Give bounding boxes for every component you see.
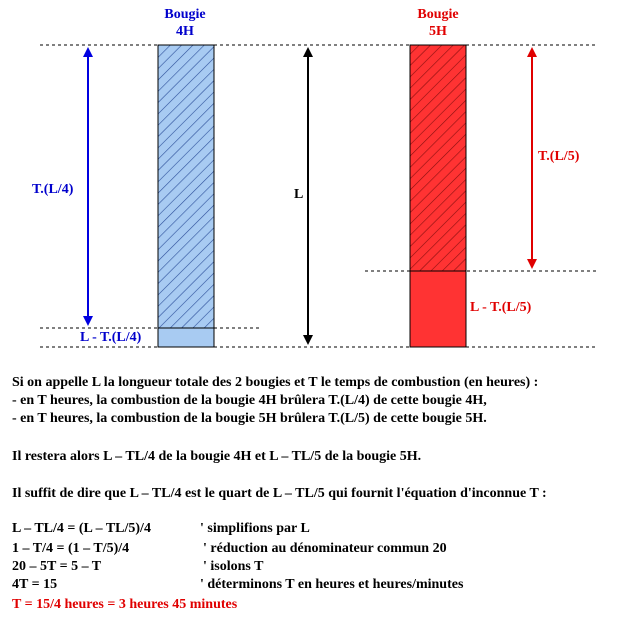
candle-remaining (409, 270, 467, 348)
text-line: Il suffit de dire que L – TL/4 est le qu… (12, 486, 547, 501)
arrow-label: T.(L/5) (538, 149, 580, 164)
candle-burned (157, 44, 215, 329)
equation: 4T = 15 (12, 577, 57, 592)
equation-comment: ' simplifions par L (200, 521, 310, 536)
text-line: - en T heures, la combustion de la bougi… (12, 393, 487, 408)
candle-title: 5H (429, 24, 447, 39)
candle-remaining (157, 327, 215, 348)
arrow-label: L - T.(L/4) (80, 330, 142, 345)
candle-title: Bougie (164, 7, 205, 22)
arrow-label: L (294, 187, 303, 202)
candle-title: Bougie (417, 7, 458, 22)
equation-comment: ' réduction au dénominateur commun 20 (203, 541, 447, 556)
text-line: - en T heures, la combustion de la bougi… (12, 411, 487, 426)
candle-burned (409, 44, 467, 272)
arrow-label: L - T.(L/5) (470, 300, 532, 315)
text-line: Si on appelle L la longueur totale des 2… (12, 375, 538, 390)
equation-comment: ' déterminons T en heures et heures/minu… (200, 577, 464, 592)
equation: 20 – 5T = 5 – T (12, 559, 102, 574)
result: T = 15/4 heures = 3 heures 45 minutes (12, 597, 238, 612)
text-line: Il restera alors L – TL/4 de la bougie 4… (12, 449, 421, 464)
candle-title: 4H (176, 24, 194, 39)
equation-comment: ' isolons T (203, 559, 264, 574)
equation: 1 – T/4 = (1 – T/5)/4 (12, 541, 129, 556)
arrow-label: T.(L/4) (32, 182, 74, 197)
equation: L – TL/4 = (L – TL/5)/4 (12, 521, 151, 536)
